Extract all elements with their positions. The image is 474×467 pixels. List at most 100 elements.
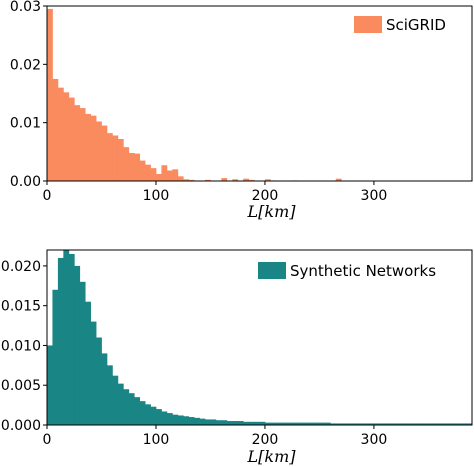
histogram-bar [183, 416, 190, 425]
histogram-bar [183, 179, 190, 181]
histogram-bar [341, 423, 348, 425]
histogram-bar [96, 121, 102, 181]
histogram-bar [74, 105, 81, 181]
histogram-bar [232, 179, 239, 181]
scigrid-y-ticks: 0.00 0.01 0.02 0.03 [10, 0, 47, 190]
histogram-bar [150, 168, 157, 181]
histogram-bar [161, 165, 168, 181]
histogram-bar [237, 421, 244, 425]
scigrid-histogram-panel: 0.00 0.01 0.02 0.03 0 100 200 300 L[km] SciGRI… [10, 0, 473, 221]
histogram-bar [210, 419, 217, 425]
histogram-bar [395, 423, 402, 425]
x-tick-label: 300 [361, 432, 388, 448]
scigrid-legend-label: SciGRID [386, 16, 446, 34]
histogram-bar [248, 179, 255, 181]
histogram-bar [112, 375, 119, 425]
histogram-bar [47, 345, 53, 425]
histogram-bar [117, 383, 124, 425]
histogram-bar [188, 179, 195, 181]
histogram-bar [52, 78, 59, 181]
histogram-bar [155, 409, 162, 425]
y-tick-label: 0.005 [1, 378, 41, 394]
histogram-bar [112, 135, 119, 181]
histogram-bar [128, 153, 135, 181]
histogram-bar [172, 169, 179, 181]
histogram-bar [232, 421, 239, 425]
histogram-bar [373, 423, 380, 425]
histogram-bar [74, 265, 81, 425]
histogram-bar [401, 423, 408, 425]
histogram-bar [134, 153, 141, 181]
histogram-bar [226, 421, 233, 425]
histogram-bar [63, 92, 70, 181]
histogram-bar [117, 139, 124, 181]
histogram-bar [455, 423, 462, 425]
histogram-bar [466, 423, 473, 425]
histogram-bar [194, 417, 200, 425]
histogram-bar [101, 125, 108, 181]
y-tick-label: 0.020 [1, 259, 41, 275]
histogram-bar [412, 423, 418, 425]
histogram-bar [450, 423, 457, 425]
histogram-bar [101, 353, 108, 425]
histogram-bar [128, 393, 135, 425]
scigrid-bars [47, 8, 342, 181]
histogram-bar [346, 423, 353, 425]
histogram-bar [221, 178, 228, 181]
x-tick-label: 100 [143, 188, 170, 204]
histogram-bar [461, 423, 467, 425]
histogram-bar [417, 423, 424, 425]
histogram-bar [379, 423, 386, 425]
histogram-bar [335, 423, 342, 425]
histogram-bar [123, 147, 130, 181]
synthetic-bars [47, 250, 473, 425]
histogram-bar [363, 423, 369, 425]
histogram-bar [270, 422, 277, 425]
histogram-bar [368, 423, 375, 425]
synthetic-legend-swatch [258, 262, 286, 279]
histogram-bar [79, 108, 86, 181]
histogram-bar [221, 420, 228, 425]
histogram-bar [248, 421, 255, 425]
y-tick-label: 0.01 [10, 116, 41, 132]
histogram-bar [313, 422, 320, 425]
histogram-bar [155, 174, 162, 181]
histogram-bar [57, 257, 64, 425]
histogram-bar [106, 365, 113, 425]
histogram-bar [286, 422, 293, 425]
histogram-bar [150, 406, 157, 425]
y-tick-label: 0.02 [10, 57, 41, 73]
histogram-bar [352, 423, 358, 425]
histogram-bar [199, 418, 206, 425]
histogram-bar [406, 423, 413, 425]
histogram-bar [177, 415, 184, 425]
histogram-bar [319, 422, 326, 425]
histogram-bar [264, 422, 271, 425]
histogram-bar [264, 179, 271, 181]
y-tick-label: 0.00 [10, 174, 41, 190]
histogram-bar [357, 423, 364, 425]
histogram-bar [188, 417, 195, 425]
histogram-bar [85, 113, 91, 181]
histogram-bar [166, 413, 173, 425]
histogram-bar [47, 8, 53, 181]
scigrid-x-axis-label: L[km] [247, 202, 297, 221]
synthetic-axes-frame [46, 249, 473, 426]
y-tick-label: 0.000 [1, 418, 41, 434]
x-tick-label: 100 [143, 432, 170, 448]
histogram-bar [205, 179, 211, 181]
histogram-bar [90, 321, 97, 425]
x-tick-label: 200 [252, 432, 279, 448]
histogram-bar [57, 87, 64, 181]
y-tick-label: 0.015 [1, 299, 41, 315]
histogram-bar [335, 178, 342, 181]
histogram-bar [172, 414, 179, 425]
synthetic-legend: Synthetic Networks [258, 262, 436, 280]
histogram-bar [52, 289, 59, 425]
histogram-bar [68, 97, 75, 181]
histogram-bar [85, 301, 91, 425]
histogram-bar [177, 176, 184, 181]
histogram-bar [384, 423, 391, 425]
x-tick-label: 200 [252, 188, 279, 204]
